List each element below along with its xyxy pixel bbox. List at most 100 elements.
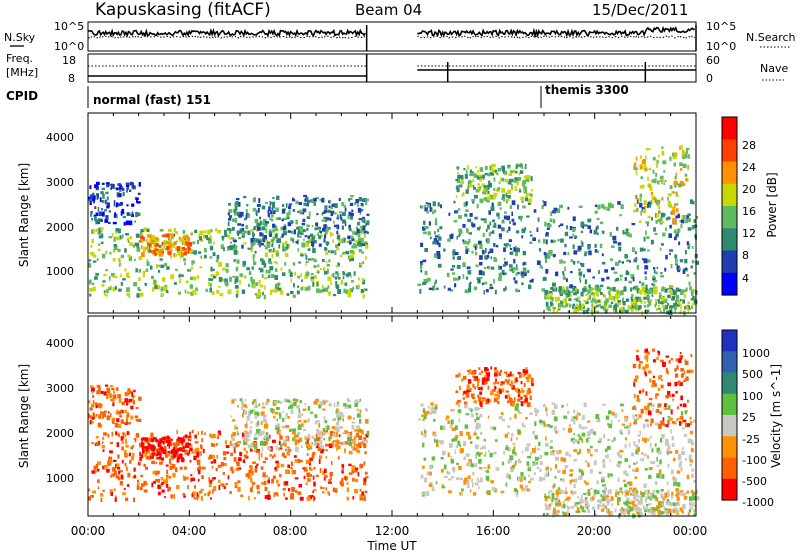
velocity-cell	[545, 436, 547, 441]
power-cell	[638, 305, 642, 309]
velocity-cell	[142, 437, 146, 441]
power-cell	[153, 279, 157, 285]
velocity-cell	[479, 452, 483, 455]
power-cell	[142, 274, 145, 278]
velocity-cell	[652, 348, 655, 352]
velocity-cell	[602, 492, 607, 497]
power-cell	[603, 300, 608, 306]
velocity-cell	[629, 507, 634, 512]
power-cell	[447, 238, 451, 242]
velocity-cell	[257, 490, 261, 494]
power-cell	[209, 235, 212, 239]
power-cell	[504, 286, 507, 291]
velocity-cell	[543, 423, 547, 427]
power-cell	[487, 251, 490, 254]
power-cell	[333, 212, 337, 215]
velocity-cell	[520, 390, 524, 393]
velocity-cell	[262, 420, 266, 423]
power-cell	[537, 217, 540, 222]
power-cell	[236, 230, 241, 234]
velocity-cell	[521, 450, 524, 454]
velocity-cell	[689, 459, 693, 463]
power-cell	[137, 192, 141, 195]
power-cell	[520, 218, 522, 222]
power-cell	[156, 240, 160, 243]
velocity-cell	[590, 454, 593, 457]
velocity-cell	[566, 403, 569, 407]
velocity-cell	[657, 405, 661, 408]
power-cell	[227, 234, 230, 239]
power-cell	[285, 203, 288, 208]
power-cell	[627, 305, 631, 310]
power-colorbar-frame	[721, 116, 738, 296]
power-cell	[655, 173, 658, 177]
power-cell	[550, 295, 553, 298]
velocity-cell	[662, 498, 665, 501]
power-cell	[199, 266, 203, 269]
power-cell	[468, 181, 473, 184]
power-cell	[296, 290, 300, 295]
power-cell	[252, 231, 254, 236]
power-cell	[259, 232, 263, 237]
power-cell	[252, 257, 255, 262]
power-cell	[618, 246, 622, 252]
power-cell	[215, 259, 219, 263]
power-cell	[568, 304, 572, 308]
velocity-cell	[455, 434, 459, 439]
velocity-cell	[682, 490, 684, 493]
power-cell	[139, 292, 144, 297]
power-cell	[362, 261, 364, 265]
velocity-cell	[245, 450, 248, 454]
velocity-cell	[467, 390, 470, 393]
velocity-cell	[189, 459, 192, 463]
velocity-cell	[183, 495, 186, 498]
velocity-cell	[647, 496, 651, 499]
power-cell	[471, 198, 475, 202]
velocity-cell	[431, 456, 436, 461]
power-cell	[544, 258, 548, 264]
velocity-cell	[585, 499, 588, 503]
velocity-cell	[295, 490, 298, 493]
velocity-cell	[586, 431, 591, 437]
power-cell	[101, 182, 105, 185]
power-cell	[476, 203, 479, 209]
velocity-cell	[422, 442, 425, 448]
power-cell	[132, 244, 136, 248]
velocity-cell	[144, 453, 148, 458]
velocity-cell	[135, 406, 139, 409]
power-cell	[630, 302, 635, 305]
velocity-cell	[252, 401, 255, 405]
velocity-cell	[650, 384, 654, 388]
nsky-trace	[417, 25, 696, 39]
power-cell	[539, 265, 543, 269]
power-cell	[280, 290, 284, 295]
velocity-cell	[476, 436, 480, 440]
velocity-cell	[489, 452, 493, 458]
velocity-cell	[546, 513, 549, 516]
power-cell	[613, 240, 617, 244]
velocity-cell	[224, 440, 227, 445]
velocity-cell	[655, 496, 659, 502]
power-cell	[335, 248, 340, 251]
power-cell	[106, 184, 110, 188]
power-cell	[569, 225, 573, 231]
power-cell	[563, 298, 567, 304]
power-cell	[296, 227, 299, 230]
power-cell	[297, 248, 300, 252]
velocity-cell	[297, 439, 300, 444]
velocity-cell	[633, 495, 637, 500]
velocity-cell	[676, 501, 679, 505]
power-cell	[479, 261, 483, 266]
velocity-cell	[512, 442, 516, 446]
velocity-cell	[639, 508, 642, 512]
power-cell	[115, 229, 119, 234]
velocity-cell	[583, 402, 587, 408]
velocity-cell	[654, 422, 659, 426]
velocity-cell	[458, 372, 461, 377]
power-cell	[257, 207, 260, 213]
velocity-cell	[478, 367, 481, 370]
power-cell	[590, 309, 593, 313]
velocity-cell	[211, 465, 214, 469]
velocity-cell	[421, 414, 424, 417]
power-cell	[176, 246, 180, 251]
